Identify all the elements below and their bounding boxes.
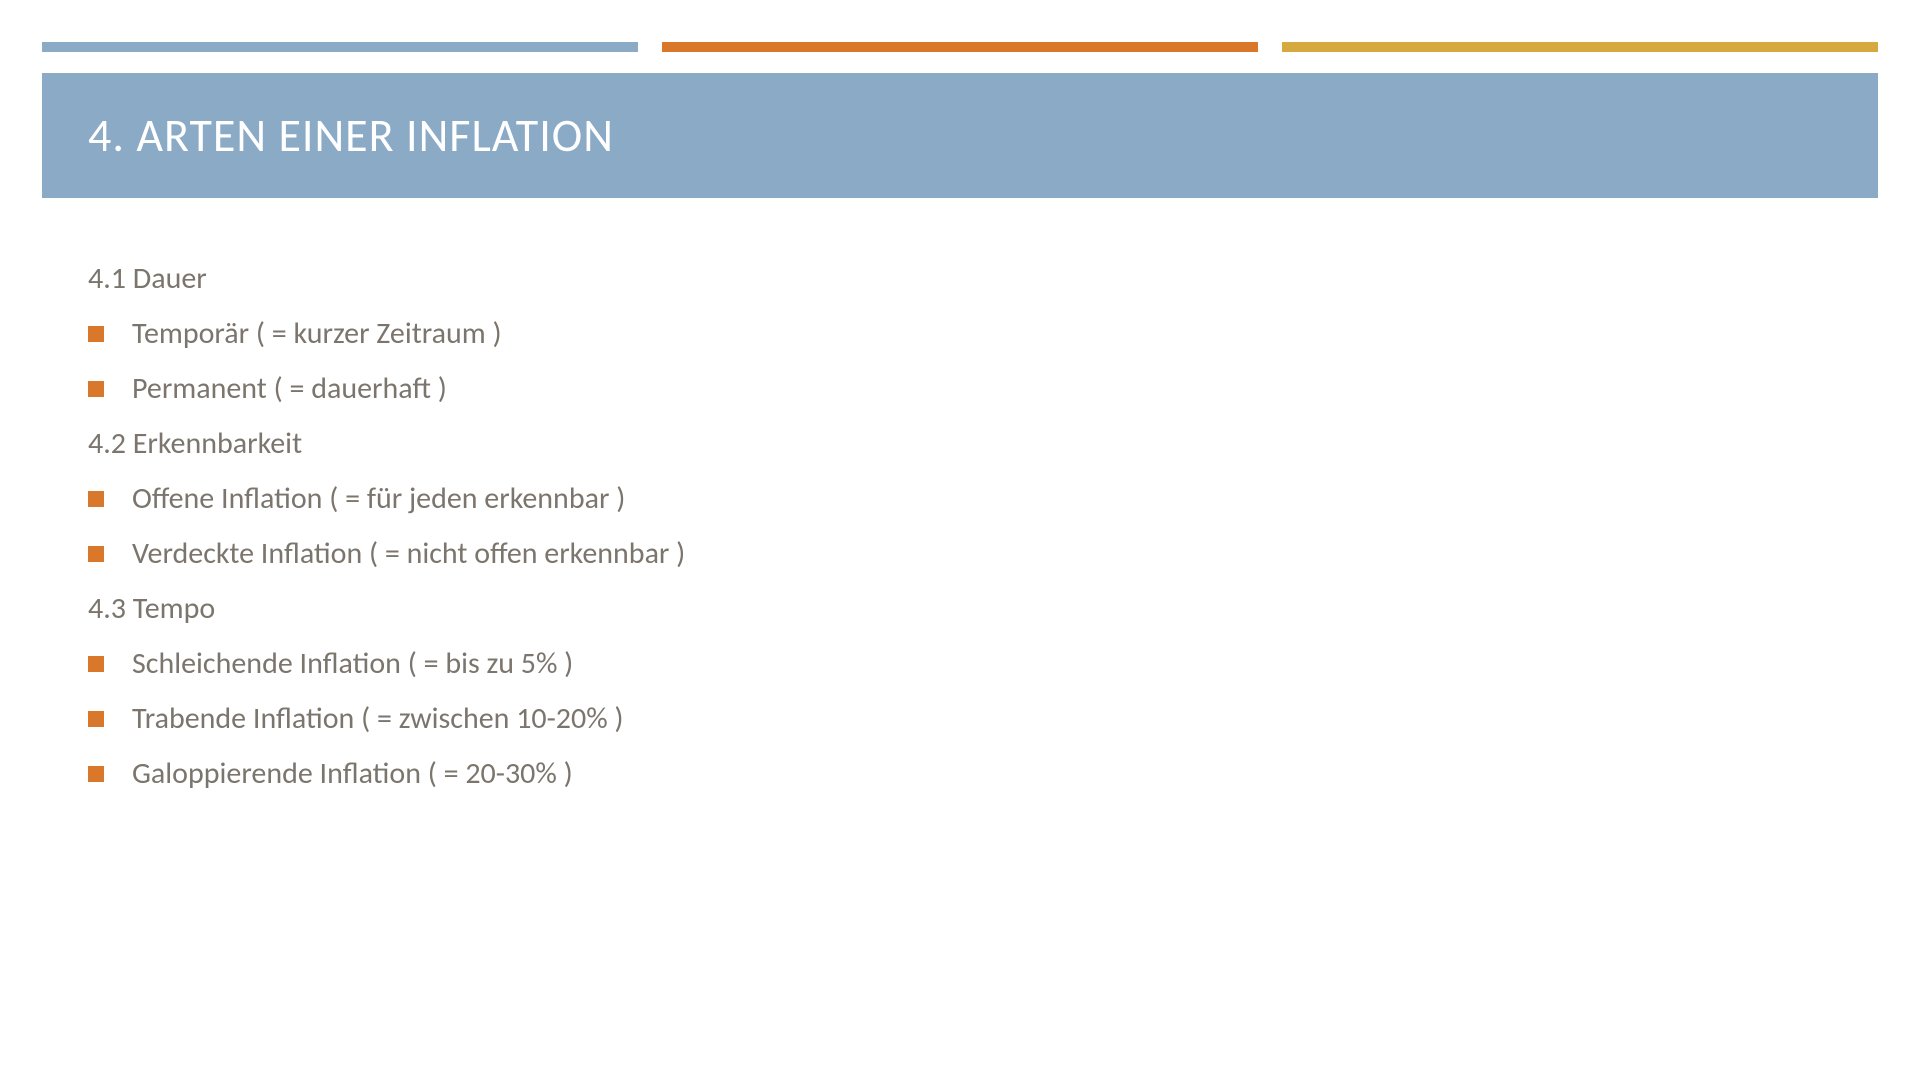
bullet-icon bbox=[88, 766, 104, 782]
section-heading: 4.3 Tempo bbox=[88, 590, 1920, 627]
list-item: Temporär ( = kurzer Zeitraum ) bbox=[88, 315, 1920, 352]
list-item-text: Schleichende Inflation ( = bis zu 5% ) bbox=[132, 645, 573, 682]
list-item-text: Verdeckte Inflation ( = nicht offen erke… bbox=[132, 535, 685, 572]
accent-bar-orange bbox=[662, 42, 1258, 52]
slide-title: 4. ARTEN EINER INFLATION bbox=[88, 108, 614, 164]
accent-bar-gold bbox=[1282, 42, 1878, 52]
list-item: Galoppierende Inflation ( = 20-30% ) bbox=[88, 755, 1920, 792]
list-item-text: Galoppierende Inflation ( = 20-30% ) bbox=[132, 755, 573, 792]
bullet-icon bbox=[88, 491, 104, 507]
list-item-text: Offene Inflation ( = für jeden erkennbar… bbox=[132, 480, 625, 517]
list-item: Trabende Inflation ( = zwischen 10-20% ) bbox=[88, 700, 1920, 737]
list-item: Permanent ( = dauerhaft ) bbox=[88, 370, 1920, 407]
accent-bar-blue bbox=[42, 42, 638, 52]
title-band: 4. ARTEN EINER INFLATION bbox=[42, 70, 1878, 198]
bullet-icon bbox=[88, 656, 104, 672]
list-item: Schleichende Inflation ( = bis zu 5% ) bbox=[88, 645, 1920, 682]
top-accent-bars bbox=[0, 0, 1920, 52]
list-item-text: Permanent ( = dauerhaft ) bbox=[132, 370, 447, 407]
bullet-icon bbox=[88, 711, 104, 727]
list-item: Verdeckte Inflation ( = nicht offen erke… bbox=[88, 535, 1920, 572]
bullet-icon bbox=[88, 326, 104, 342]
list-item-text: Trabende Inflation ( = zwischen 10-20% ) bbox=[132, 700, 624, 737]
list-item: Offene Inflation ( = für jeden erkennbar… bbox=[88, 480, 1920, 517]
section-heading: 4.1 Dauer bbox=[88, 260, 1920, 297]
list-item-text: Temporär ( = kurzer Zeitraum ) bbox=[132, 315, 502, 352]
bullet-icon bbox=[88, 546, 104, 562]
section-heading: 4.2 Erkennbarkeit bbox=[88, 425, 1920, 462]
slide-content: 4.1 Dauer Temporär ( = kurzer Zeitraum )… bbox=[0, 198, 1920, 792]
bullet-icon bbox=[88, 381, 104, 397]
